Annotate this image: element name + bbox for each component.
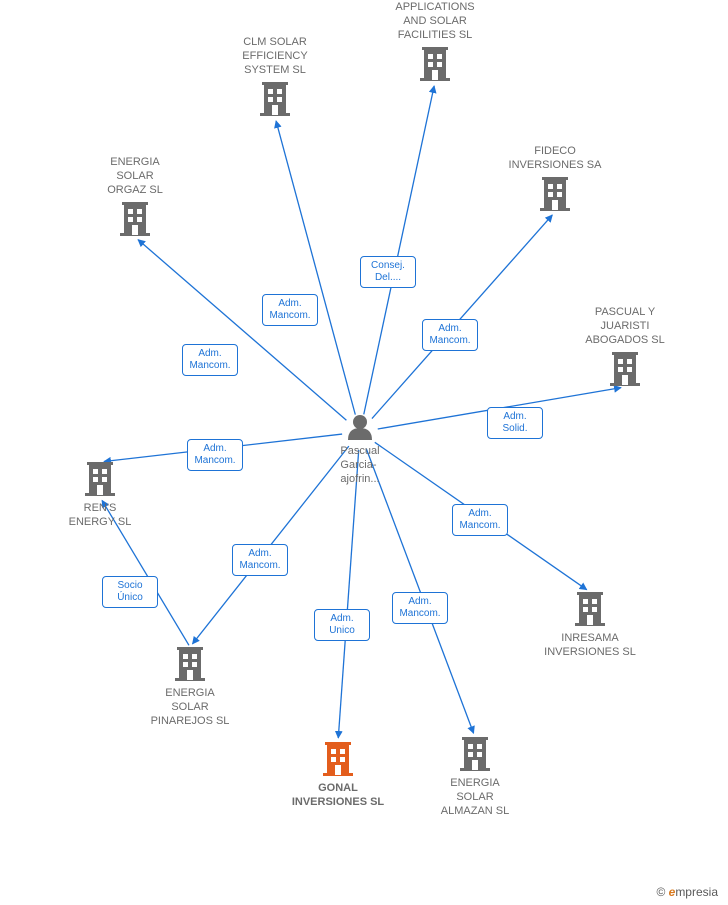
building-icon (460, 737, 490, 771)
relation-label: Adm. Mancom. (452, 504, 508, 536)
company-label: ENERGIA SOLAR ALMAZAN SL (415, 776, 535, 818)
relation-edge (276, 121, 355, 415)
center-person-label: Pascual Garcia- ajofrin... (340, 444, 379, 486)
relation-label: Adm. Mancom. (232, 544, 288, 576)
relation-edge (364, 86, 434, 414)
company-node: APPLICATIONS AND SOLAR FACILITIES SL (375, 0, 495, 46)
building-icon (575, 592, 605, 626)
company-node: FIDECO INVERSIONES SA (495, 144, 615, 176)
building-icon (120, 202, 150, 236)
building-icon (323, 742, 353, 776)
company-node: PASCUAL Y JUARISTI ABOGADOS SL (565, 305, 685, 351)
building-icon (610, 352, 640, 386)
company-label: REN'S ENERGY SL (40, 501, 160, 529)
company-node: ENERGIA SOLAR ORGAZ SL (75, 155, 195, 201)
building-icon (420, 47, 450, 81)
company-node: REN'S ENERGY SL (40, 501, 160, 533)
building-icon (540, 177, 570, 211)
company-label: INRESAMA INVERSIONES SL (530, 631, 650, 659)
relation-label: Adm. Mancom. (392, 592, 448, 624)
company-label: ENERGIA SOLAR PINAREJOS SL (130, 686, 250, 728)
relation-label: Socio Único (102, 576, 158, 608)
relation-label: Adm. Mancom. (187, 439, 243, 471)
company-node: ENERGIA SOLAR ALMAZAN SL (415, 776, 535, 822)
building-icon (260, 82, 290, 116)
brand-rest: mpresia (675, 885, 718, 899)
building-icon (85, 462, 115, 496)
company-label: APPLICATIONS AND SOLAR FACILITIES SL (375, 0, 495, 42)
company-node: INRESAMA INVERSIONES SL (530, 631, 650, 663)
company-label: CLM SOLAR EFFICIENCY SYSTEM SL (215, 35, 335, 77)
relation-label: Consej. Del.... (360, 256, 416, 288)
relation-label: Adm. Mancom. (182, 344, 238, 376)
relation-label: Adm. Mancom. (422, 319, 478, 351)
company-node: ENERGIA SOLAR PINAREJOS SL (130, 686, 250, 732)
company-node: CLM SOLAR EFFICIENCY SYSTEM SL (215, 35, 335, 81)
relation-edge (338, 450, 358, 738)
company-node: GONAL INVERSIONES SL (278, 781, 398, 813)
relation-label: Adm. Solid. (487, 407, 543, 439)
company-label: FIDECO INVERSIONES SA (495, 144, 615, 172)
company-label: PASCUAL Y JUARISTI ABOGADOS SL (565, 305, 685, 347)
company-label: GONAL INVERSIONES SL (278, 781, 398, 809)
relation-label: Adm. Unico (314, 609, 370, 641)
relation-label: Adm. Mancom. (262, 294, 318, 326)
relation-edge (372, 215, 552, 419)
person-icon (348, 415, 372, 440)
building-icon (175, 647, 205, 681)
footer-attribution: © empresia (656, 885, 718, 899)
company-label: ENERGIA SOLAR ORGAZ SL (75, 155, 195, 197)
copyright-symbol: © (656, 885, 665, 899)
